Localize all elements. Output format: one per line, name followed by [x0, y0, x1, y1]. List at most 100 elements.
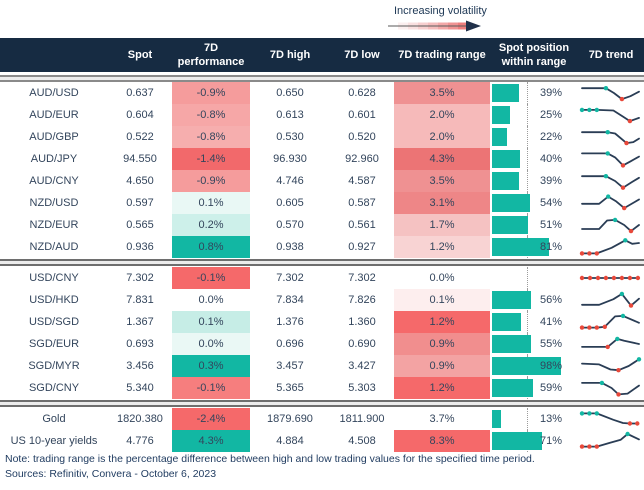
position-cell: 41% [490, 311, 578, 333]
performance-cell: -0.8% [172, 104, 250, 126]
position-bar [492, 379, 534, 397]
red-marker-dot [579, 251, 585, 256]
table-row: SGD/CNY 5.340 -0.1% 5.365 5.303 1.2% 59% [0, 377, 644, 399]
table-row: Gold 1820.380 -2.4% 1879.690 1811.900 3.… [0, 408, 644, 430]
low-value: 4.508 [348, 435, 376, 447]
col-header-7d-low: 7D low [344, 48, 380, 61]
spot-value: 0.693 [126, 338, 154, 350]
teal-marker-dot [587, 107, 592, 113]
performance-cell: -2.4% [172, 408, 250, 430]
position-cell: 39% [490, 82, 578, 104]
teal-marker-dot [603, 174, 609, 179]
volatility-legend: Increasing volatility [388, 5, 498, 37]
high-value: 5.365 [276, 382, 304, 394]
low-value: 92.960 [345, 153, 379, 165]
red-marker-dot [595, 275, 601, 281]
red-marker-dot [627, 275, 633, 281]
spot-value: 94.550 [123, 153, 157, 165]
position-cell: 13% [490, 408, 578, 430]
red-marker-dot [579, 444, 585, 449]
col-header-spot-position: Spot position within range [498, 41, 570, 68]
low-value: 0.601 [348, 109, 376, 121]
trend-sparkline [578, 236, 644, 258]
data-table: Spot 7D performance 7D high 7D low 7D tr… [0, 38, 644, 452]
range-midpoint-dotted-line [527, 408, 528, 430]
red-marker-dot [635, 421, 640, 426]
spot-value: 1820.380 [117, 413, 163, 425]
low-value: 1.360 [348, 316, 376, 328]
low-value: 0.587 [348, 197, 376, 209]
position-label: 55% [540, 338, 563, 350]
red-marker-dot [587, 275, 593, 281]
spot-value: 4.776 [126, 435, 154, 447]
red-marker-dot [627, 118, 633, 124]
pair-label: AUD/CNY [29, 175, 79, 187]
section-divider [0, 400, 644, 407]
range-midpoint-dotted-line [527, 82, 528, 104]
red-marker-dot [587, 444, 592, 449]
red-marker-dot [579, 275, 585, 281]
position-bar [492, 238, 549, 256]
teal-marker-dot [606, 194, 611, 199]
trend-sparkline [578, 430, 644, 452]
trend-sparkline [578, 148, 644, 170]
teal-marker-dot [605, 151, 610, 156]
position-bar [492, 357, 561, 375]
position-cell: 98% [490, 355, 578, 377]
position-label: 51% [540, 219, 563, 231]
position-bar [492, 291, 532, 309]
position-bar [492, 84, 520, 102]
position-cell: 56% [490, 289, 578, 311]
teal-marker-dot [594, 411, 599, 416]
pair-label: USD/CNY [29, 272, 79, 284]
low-value: 7.826 [348, 294, 376, 306]
position-cell: 22% [490, 126, 578, 148]
col-header-7d-trend: 7D trend [588, 48, 634, 61]
red-marker-dot [620, 185, 626, 190]
pair-label: NZD/AUD [29, 241, 79, 253]
red-marker-dot [587, 251, 592, 256]
high-value: 0.696 [276, 338, 304, 350]
pair-label: USD/HKD [29, 294, 79, 306]
red-marker-dot [594, 325, 599, 330]
table-row: AUD/GBP 0.522 -0.8% 0.530 0.520 2.0% 22% [0, 126, 644, 148]
position-cell: 59% [490, 377, 578, 399]
pair-label: SGD/CNY [28, 382, 80, 394]
low-value: 4.587 [348, 175, 376, 187]
range-midpoint-dotted-line [527, 104, 528, 126]
red-marker-dot [616, 392, 621, 397]
trend-sparkline [578, 355, 644, 377]
trading-range-cell: 0.9% [394, 355, 490, 377]
low-value: 0.927 [348, 241, 376, 253]
position-label: 25% [540, 109, 563, 121]
trend-sparkline [578, 311, 644, 333]
volatility-legend-label: Increasing volatility [394, 5, 487, 17]
high-value: 1.376 [276, 316, 304, 328]
teal-marker-dot [619, 291, 625, 297]
trend-sparkline [578, 126, 644, 148]
volatility-gradient-arrow-icon [388, 20, 481, 32]
performance-cell: 0.2% [172, 214, 250, 236]
table-row: AUD/EUR 0.604 -0.8% 0.613 0.601 2.0% 25% [0, 104, 644, 126]
position-label: 98% [540, 360, 563, 372]
high-value: 1879.690 [267, 413, 313, 425]
teal-marker-dot [579, 411, 585, 416]
spot-value: 5.340 [126, 382, 154, 394]
position-cell: 40% [490, 148, 578, 170]
high-value: 3.457 [276, 360, 304, 372]
sources-line: Sources: Refinitiv, Convera - October 6,… [5, 468, 217, 480]
position-label: 81% [540, 241, 563, 253]
pair-label: Gold [42, 413, 66, 425]
table-row: AUD/JPY 94.550 -1.4% 96.930 92.960 4.3% … [0, 148, 644, 170]
position-cell: 51% [490, 214, 578, 236]
pair-label: USD/SGD [28, 316, 80, 328]
spot-value: 0.637 [126, 87, 154, 99]
table-row: AUD/USD 0.637 -0.9% 0.650 0.628 3.5% 39% [0, 82, 644, 104]
trend-sparkline [578, 267, 644, 289]
pair-label: AUD/USD [29, 87, 79, 99]
red-marker-dot [594, 251, 599, 256]
range-midpoint-dotted-line [527, 126, 528, 148]
trading-range-cell: 8.3% [394, 430, 490, 452]
table-row: NZD/EUR 0.565 0.2% 0.570 0.561 1.7% 51% [0, 214, 644, 236]
trend-sparkline [578, 333, 644, 355]
